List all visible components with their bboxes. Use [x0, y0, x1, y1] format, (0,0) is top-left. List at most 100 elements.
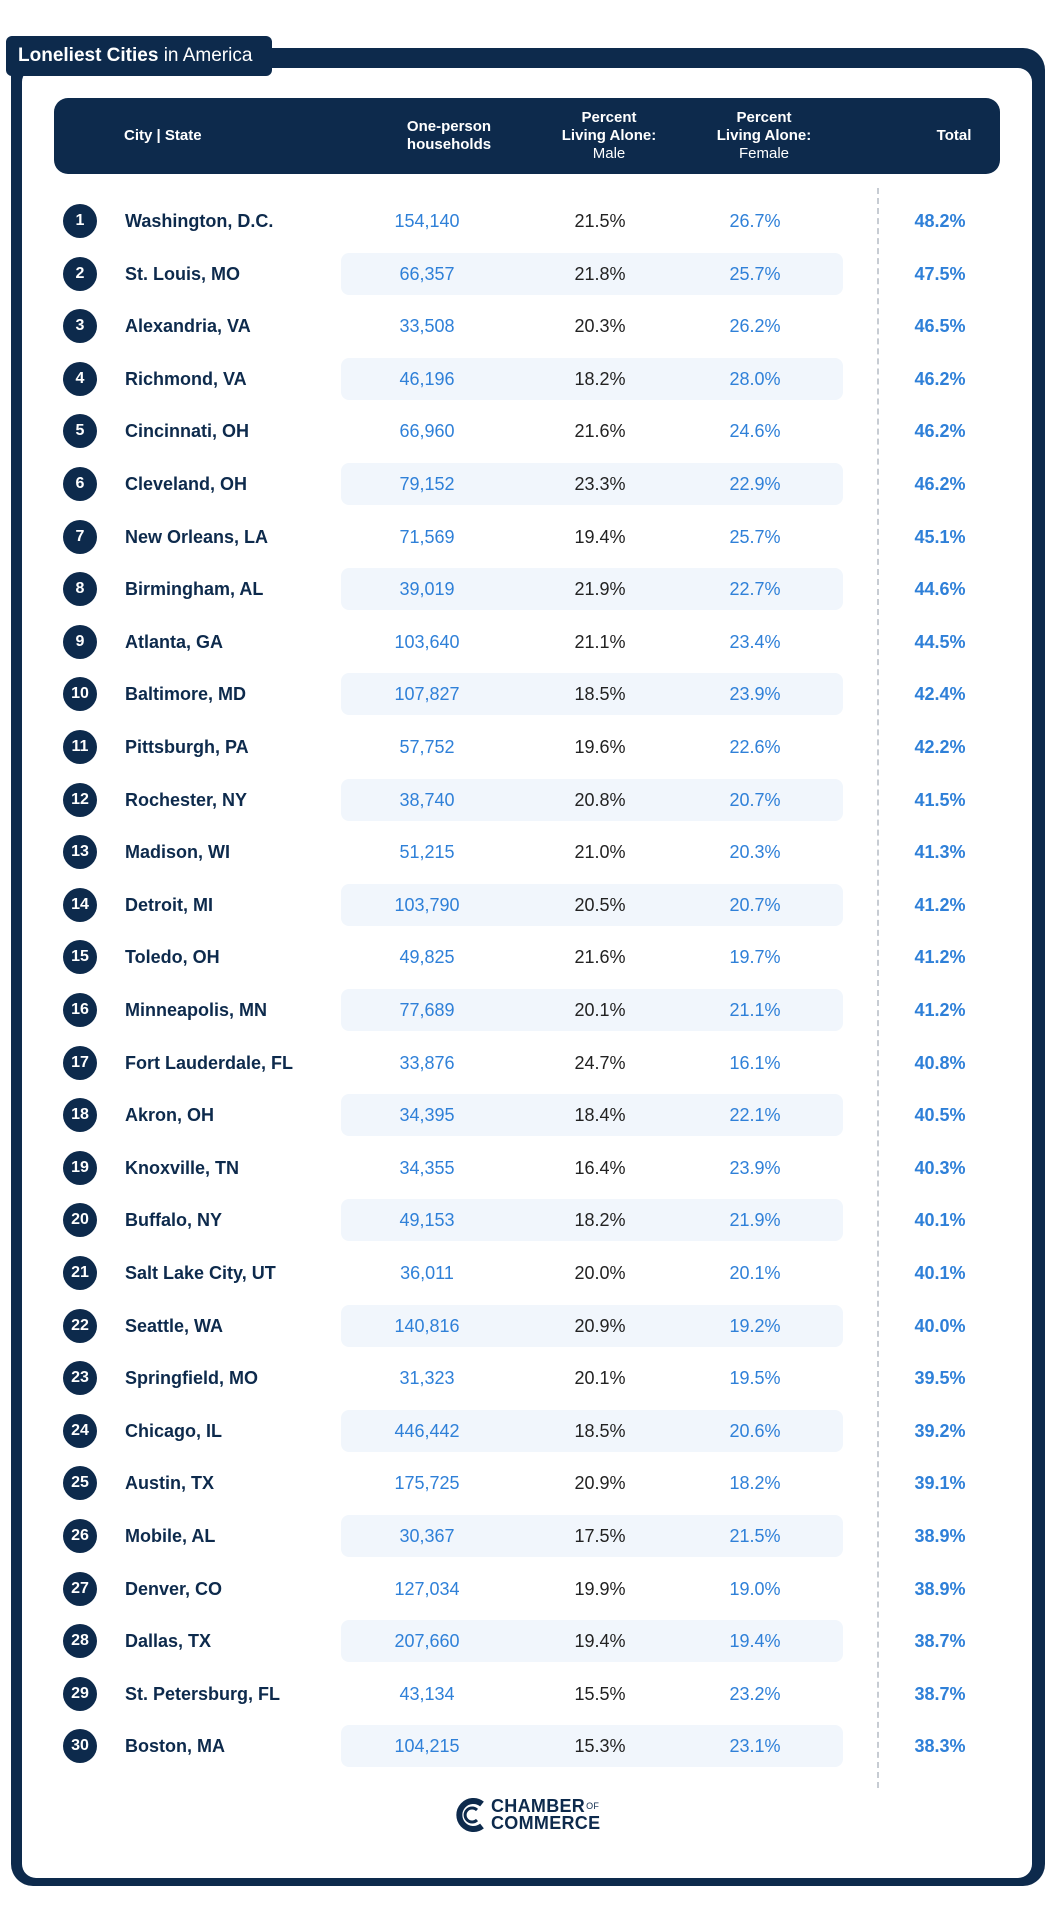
total-percent: 44.6% [914, 579, 966, 600]
header-male: Percent Living Alone: Male [549, 98, 669, 174]
male-percent: 18.5% [574, 1420, 626, 1441]
households-value: 49,825 [399, 947, 455, 968]
table-row: 28 Dallas, TX 207,660 19.4% 19.4% 38.7% [0, 1620, 1050, 1663]
city-name: Fort Lauderdale, FL [125, 1052, 294, 1073]
table-row: 24 Chicago, IL 446,442 18.5% 20.6% 39.2% [0, 1409, 1050, 1452]
male-percent: 20.1% [574, 1000, 626, 1020]
row-band [341, 778, 843, 821]
male-percent: 15.3% [574, 1736, 626, 1757]
city-name: Boston, MA [125, 1736, 225, 1757]
households-value: 30,367 [399, 1526, 455, 1546]
header-male-line1: Percent [581, 109, 637, 126]
female-percent: 19.2% [729, 1315, 781, 1336]
header-male-line2: Living Alone: [561, 127, 657, 144]
rank-badge: 13 [63, 835, 97, 870]
rank-badge: 9 [63, 624, 97, 659]
households-value: 51,215 [399, 842, 455, 863]
female-percent: 28.0% [729, 368, 781, 389]
table-row: 7 New Orleans, LA 71,569 19.4% 25.7% 45.1% [0, 516, 1050, 558]
table-row: 29 St. Petersburg, FL 43,134 15.5% 23.2% 38.7… [0, 1673, 1050, 1715]
table-row: 9 Atlanta, GA 103,640 21.1% 23.4% 44.5% [0, 621, 1050, 663]
total-percent: 42.2% [914, 737, 966, 757]
city-name: Rochester, NY [125, 789, 248, 810]
table-row: 11 Pittsburgh, PA 57,752 19.6% 22.6% 42.2% [0, 726, 1050, 768]
households-value: 71,569 [399, 526, 455, 547]
rank-badge: 12 [63, 782, 97, 817]
city-name: Buffalo, NY [125, 1210, 222, 1231]
city-name: St. Louis, MO [125, 263, 240, 284]
households-value: 103,640 [394, 631, 460, 652]
female-percent: 20.7% [729, 894, 781, 915]
row-band [341, 463, 843, 505]
table-row: 12 Rochester, NY 38,740 20.8% 20.7% 41.5% [0, 778, 1050, 821]
male-percent: 23.3% [574, 474, 626, 494]
total-percent: 41.2% [914, 894, 966, 915]
households-value: 39,019 [399, 579, 455, 600]
female-percent: 23.1% [729, 1736, 781, 1757]
table-row: 10 Baltimore, MD 107,827 18.5% 23.9% 42.4% [0, 673, 1050, 716]
rank-badge: 18 [63, 1098, 97, 1133]
households-value: 38,740 [399, 789, 455, 810]
male-percent: 20.1% [574, 1368, 626, 1389]
female-percent: 23.4% [729, 631, 781, 652]
rank-badge: 29 [63, 1676, 97, 1711]
table-row: 18 Akron, OH 34,395 18.4% 22.1% 40.5% [0, 1094, 1050, 1137]
city-name: Atlanta, GA [125, 631, 224, 652]
title-rest: in America [158, 45, 253, 66]
female-percent: 22.9% [729, 474, 781, 494]
row-band [341, 357, 843, 400]
female-percent: 23.9% [729, 1157, 781, 1178]
table-row: 5 Cincinnati, OH 66,960 21.6% 24.6% 46.2% [0, 410, 1050, 452]
total-percent: 41.2% [914, 947, 966, 968]
male-percent: 21.0% [574, 842, 626, 863]
row-band [341, 883, 843, 926]
city-name: Knoxville, TN [125, 1157, 240, 1178]
total-percent: 44.5% [914, 631, 966, 652]
rank-badge: 16 [63, 993, 97, 1027]
female-percent: 22.6% [729, 737, 781, 757]
total-percent: 38.7% [914, 1683, 966, 1704]
male-percent: 18.4% [574, 1105, 626, 1126]
male-percent: 18.5% [574, 684, 626, 705]
city-name: Austin, TX [125, 1473, 214, 1494]
rank-badge: 3 [63, 309, 97, 344]
households-value: 207,660 [394, 1631, 460, 1652]
households-value: 127,034 [394, 1578, 460, 1599]
rank-badge: 25 [63, 1466, 97, 1501]
logo-text: CHAMBEROF COMMERCE [491, 1797, 600, 1832]
male-percent: 20.3% [574, 316, 626, 337]
row-band [341, 1620, 843, 1663]
female-percent: 21.1% [729, 1000, 781, 1020]
header-female-line1: Percent [736, 109, 792, 126]
female-percent: 19.7% [729, 947, 781, 968]
households-value: 107,827 [394, 684, 460, 705]
row-band [341, 1094, 843, 1137]
male-percent: 19.6% [574, 737, 626, 757]
total-percent: 40.0% [914, 1315, 966, 1336]
table-row: 23 Springfield, MO 31,323 20.1% 19.5% 39.5% [0, 1357, 1050, 1399]
table-row: 19 Knoxville, TN 34,355 16.4% 23.9% 40.3% [0, 1147, 1050, 1189]
row-band [341, 989, 843, 1031]
page-title: Loneliest Cities in America [6, 36, 273, 76]
male-percent: 21.6% [574, 947, 626, 968]
households-value: 66,960 [399, 421, 455, 442]
households-value: 175,725 [394, 1473, 460, 1494]
city-name: Cleveland, OH [125, 474, 248, 494]
female-percent: 19.0% [729, 1578, 781, 1599]
total-percent: 39.5% [914, 1368, 966, 1389]
total-percent: 46.5% [914, 316, 966, 337]
households-value: 34,355 [399, 1157, 455, 1178]
households-value: 43,134 [399, 1683, 455, 1704]
table-row: 26 Mobile, AL 30,367 17.5% 21.5% 38.9% [0, 1515, 1050, 1557]
rank-badge: 28 [63, 1624, 97, 1659]
households-value: 49,153 [399, 1210, 455, 1231]
male-percent: 21.8% [574, 263, 626, 284]
row-band [341, 1199, 843, 1242]
header-households: One-person households [369, 98, 529, 174]
rank-badge: 19 [63, 1150, 97, 1185]
table-row: 4 Richmond, VA 46,196 18.2% 28.0% 46.2% [0, 357, 1050, 400]
city-name: St. Petersburg, FL [125, 1683, 281, 1704]
total-percent: 40.1% [914, 1263, 966, 1283]
male-percent: 20.8% [574, 789, 626, 810]
total-percent: 40.8% [914, 1052, 966, 1073]
